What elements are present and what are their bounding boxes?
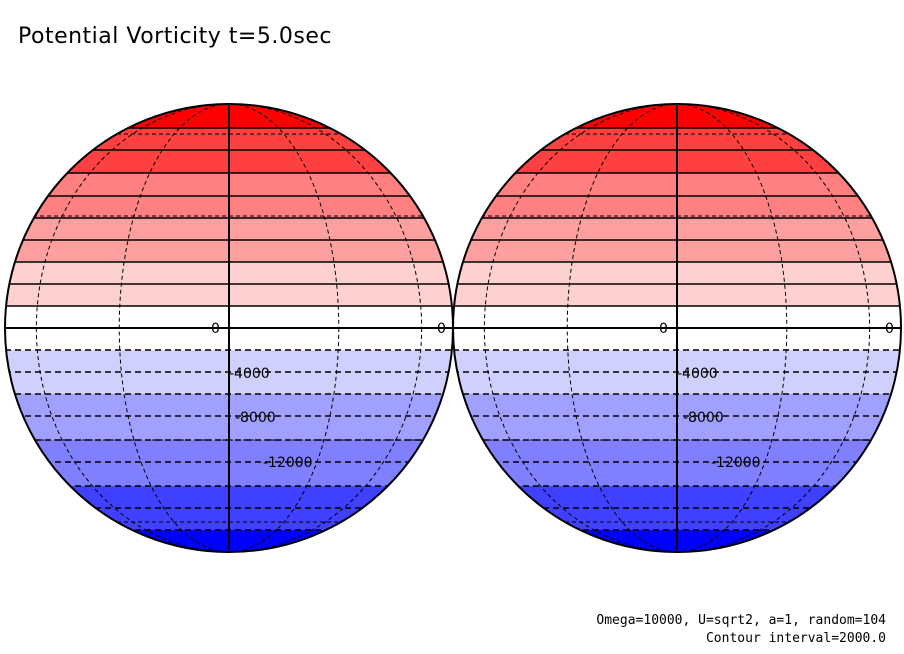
- contour-label: 0: [437, 321, 446, 337]
- contour-label: 0: [659, 321, 668, 337]
- globe-left: [5, 104, 453, 552]
- globe-outline: [452, 103, 902, 553]
- parameters-note: Omega=10000, U=sqrt2, a=1, random=104: [596, 613, 886, 628]
- contour-label: -12000: [711, 455, 761, 471]
- contour-interval-note: Contour interval=2000.0: [705, 631, 886, 646]
- globe-right: [453, 104, 901, 552]
- contour-label: 0: [211, 321, 220, 337]
- contour-label: -12000: [263, 455, 313, 471]
- contour-label: -4000: [229, 366, 270, 382]
- chart-title: Potential Vorticity t=5.0sec: [18, 24, 332, 49]
- contour-label: 0: [885, 321, 894, 337]
- contour-label: -4000: [677, 366, 718, 382]
- contour-label: -8000: [235, 410, 276, 426]
- contour-label: -8000: [683, 410, 724, 426]
